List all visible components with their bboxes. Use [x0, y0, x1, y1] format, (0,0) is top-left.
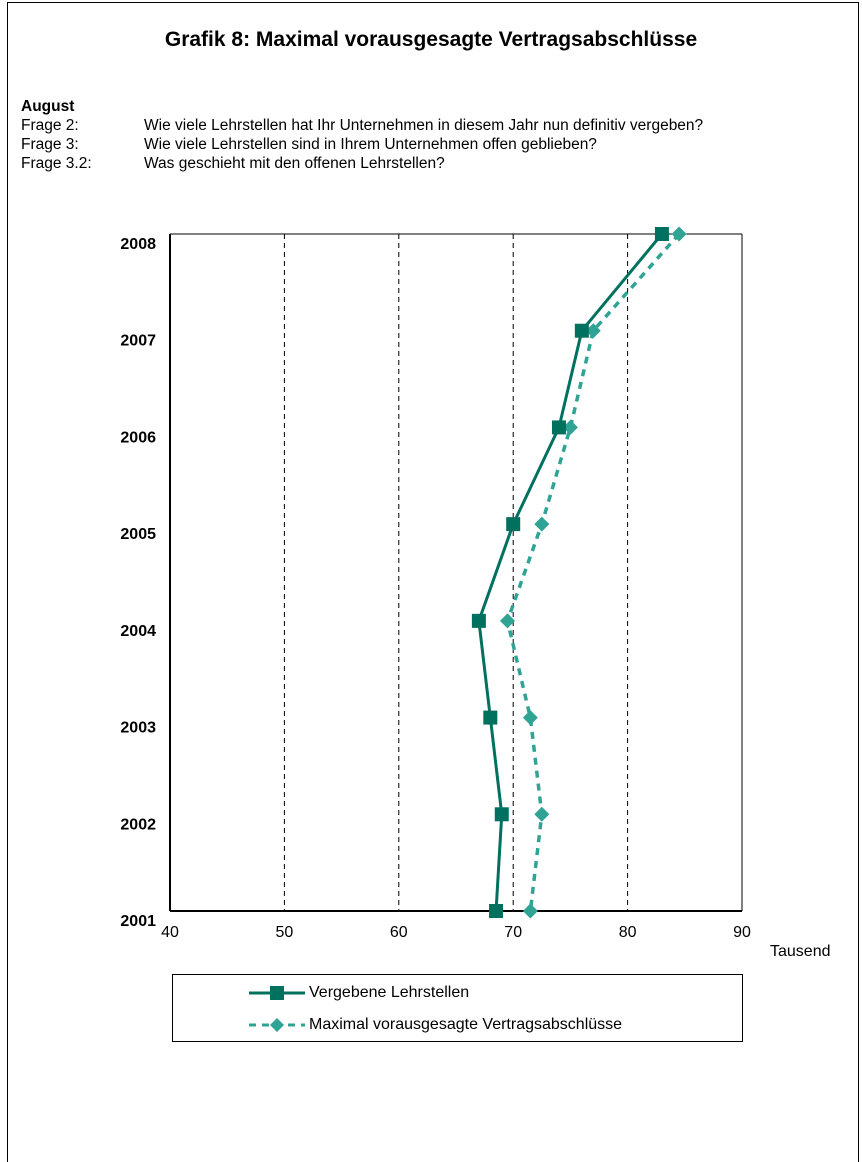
data-point-square: [483, 710, 498, 725]
legend-swatch-series-2: [249, 1018, 305, 1032]
data-point-diamond: [534, 516, 550, 532]
x-tick-label: 50: [276, 924, 294, 941]
series-line-maximal: [505, 232, 681, 912]
data-point-square: [494, 807, 509, 822]
question-row: Frage 3: Wie viele Lehrstellen sind in I…: [21, 135, 703, 154]
question-label: Frage 3.2:: [21, 155, 92, 172]
question-text: Wie viele Lehrstellen hat Ihr Unternehme…: [144, 117, 704, 134]
x-tick-label: 90: [733, 924, 751, 941]
data-point-square: [506, 517, 521, 532]
data-point-diamond: [534, 806, 550, 822]
question-text: Was geschieht mit den offenen Lehrstelle…: [144, 155, 445, 172]
data-point-diamond: [562, 419, 578, 435]
legend-label-series-1: Vergebene Lehrstellen: [309, 984, 470, 1001]
intro-heading: August: [21, 98, 75, 115]
data-point-square: [551, 420, 566, 435]
data-point-diamond: [522, 710, 538, 726]
x-tick-label: 40: [161, 924, 179, 941]
y-tick-label: 2008: [120, 236, 156, 253]
series-line-vergebene: [477, 233, 664, 912]
y-tick-label: 2001: [120, 913, 156, 930]
chart-title: Grafik 8: Maximal vorausgesagte Vertrags…: [164, 28, 698, 51]
x-tick-label: 70: [504, 924, 522, 941]
y-tick-label: 2003: [120, 720, 156, 737]
intro-block: August Frage 2: Wie viele Lehrstellen ha…: [21, 97, 703, 173]
legend: Vergebene Lehrstellen Maximal vorausgesa…: [172, 974, 743, 1042]
question-label: Frage 3:: [21, 136, 79, 153]
data-point-diamond: [671, 226, 687, 242]
data-point-square: [654, 227, 669, 241]
y-tick-label: 2005: [120, 526, 156, 543]
legend-item-series-2: Maximal vorausgesagte Vertragsabschlüsse: [309, 1016, 622, 1034]
x-tick-label: 60: [390, 924, 408, 941]
y-tick-label: 2004: [120, 623, 156, 640]
data-point-diamond: [499, 613, 515, 629]
question-text: Wie viele Lehrstellen sind in Ihrem Unte…: [144, 136, 597, 153]
y-tick-label: 2002: [120, 816, 156, 833]
legend-swatch-series-1: [249, 986, 305, 1000]
data-point-diamond: [522, 903, 538, 919]
question-row: Frage 3.2: Was geschieht mit den offenen…: [21, 154, 703, 173]
data-point-square: [574, 323, 589, 338]
x-axis-unit-label: Tausend: [770, 943, 831, 960]
y-tick-label: 2007: [120, 333, 156, 350]
y-tick-label: 2006: [120, 429, 156, 446]
chart-frame: [7, 2, 859, 1162]
data-point-square: [489, 904, 504, 918]
legend-item-series-1: Vergebene Lehrstellen: [309, 984, 469, 1002]
legend-label-series-2: Maximal vorausgesagte Vertragsabschlüsse: [309, 1016, 623, 1033]
question-label: Frage 2:: [21, 117, 79, 134]
x-tick-label: 80: [619, 924, 637, 941]
data-point-diamond: [585, 323, 601, 339]
question-row: Frage 2: Wie viele Lehrstellen hat Ihr U…: [21, 116, 703, 135]
data-point-square: [471, 613, 486, 628]
